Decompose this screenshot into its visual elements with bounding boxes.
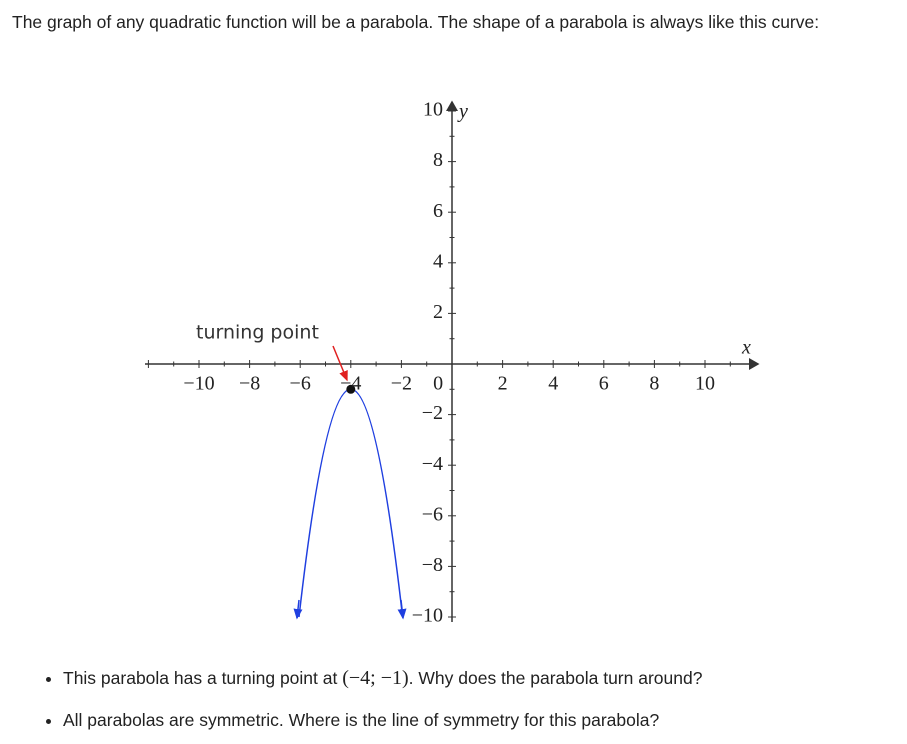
y-tick-label: −4 [422, 453, 443, 475]
x-tick-label: −4 [340, 373, 361, 395]
x-axis-label: x [741, 337, 751, 359]
x-tick-label: 0 [433, 373, 443, 395]
y-axis-label: y [457, 101, 468, 123]
x-tick-label: 10 [695, 373, 715, 395]
x-tick-label: 8 [649, 373, 659, 395]
text: All parabolas are symmetric. Where is th… [63, 710, 660, 730]
y-tick-label: 8 [433, 149, 443, 171]
math: (−4; −1) [342, 667, 409, 689]
parabola-arrow-left [293, 599, 303, 620]
bullet: This parabola has a turning point at (−4… [63, 660, 702, 702]
y-tick-label: 6 [433, 200, 443, 222]
x-tick-label: 2 [498, 373, 508, 395]
y-tick-label: −6 [422, 503, 443, 525]
bullet-list: This parabola has a turning point at (−4… [22, 660, 702, 744]
x-tick-label: −6 [290, 373, 311, 395]
y-tick-label: 4 [433, 250, 443, 272]
text: . Why does the parabola turn around? [408, 668, 703, 688]
x-tick-label: 6 [599, 373, 609, 395]
figure: turning point x y −10 −8 −6 −4 −2 0 2 4 6 8 10 10 8 6… [145, 99, 760, 627]
parabola [298, 388, 404, 618]
y-tick-label: 2 [433, 301, 443, 323]
x-tick-label: −2 [391, 373, 412, 395]
y-tick-label: −2 [422, 402, 443, 424]
x-tick-label: −8 [239, 373, 260, 395]
y-tick-label: −8 [422, 554, 443, 576]
axis-ticks [147, 110, 731, 618]
turning-point [346, 384, 356, 394]
annotation: turning point [196, 322, 319, 344]
y-tick-label: −10 [412, 605, 443, 627]
x-tick-label: 4 [548, 373, 558, 395]
intro-text: The graph of any quadratic function will… [12, 12, 820, 32]
text: This parabola has a turning point at [63, 668, 343, 688]
turning-point-arrow [332, 345, 348, 382]
bullet: All parabolas are symmetric. Where is th… [63, 702, 702, 744]
y-tick-label: 10 [423, 99, 443, 121]
x-tick-label: −10 [183, 373, 214, 395]
parabola-arrow-right [397, 599, 407, 620]
